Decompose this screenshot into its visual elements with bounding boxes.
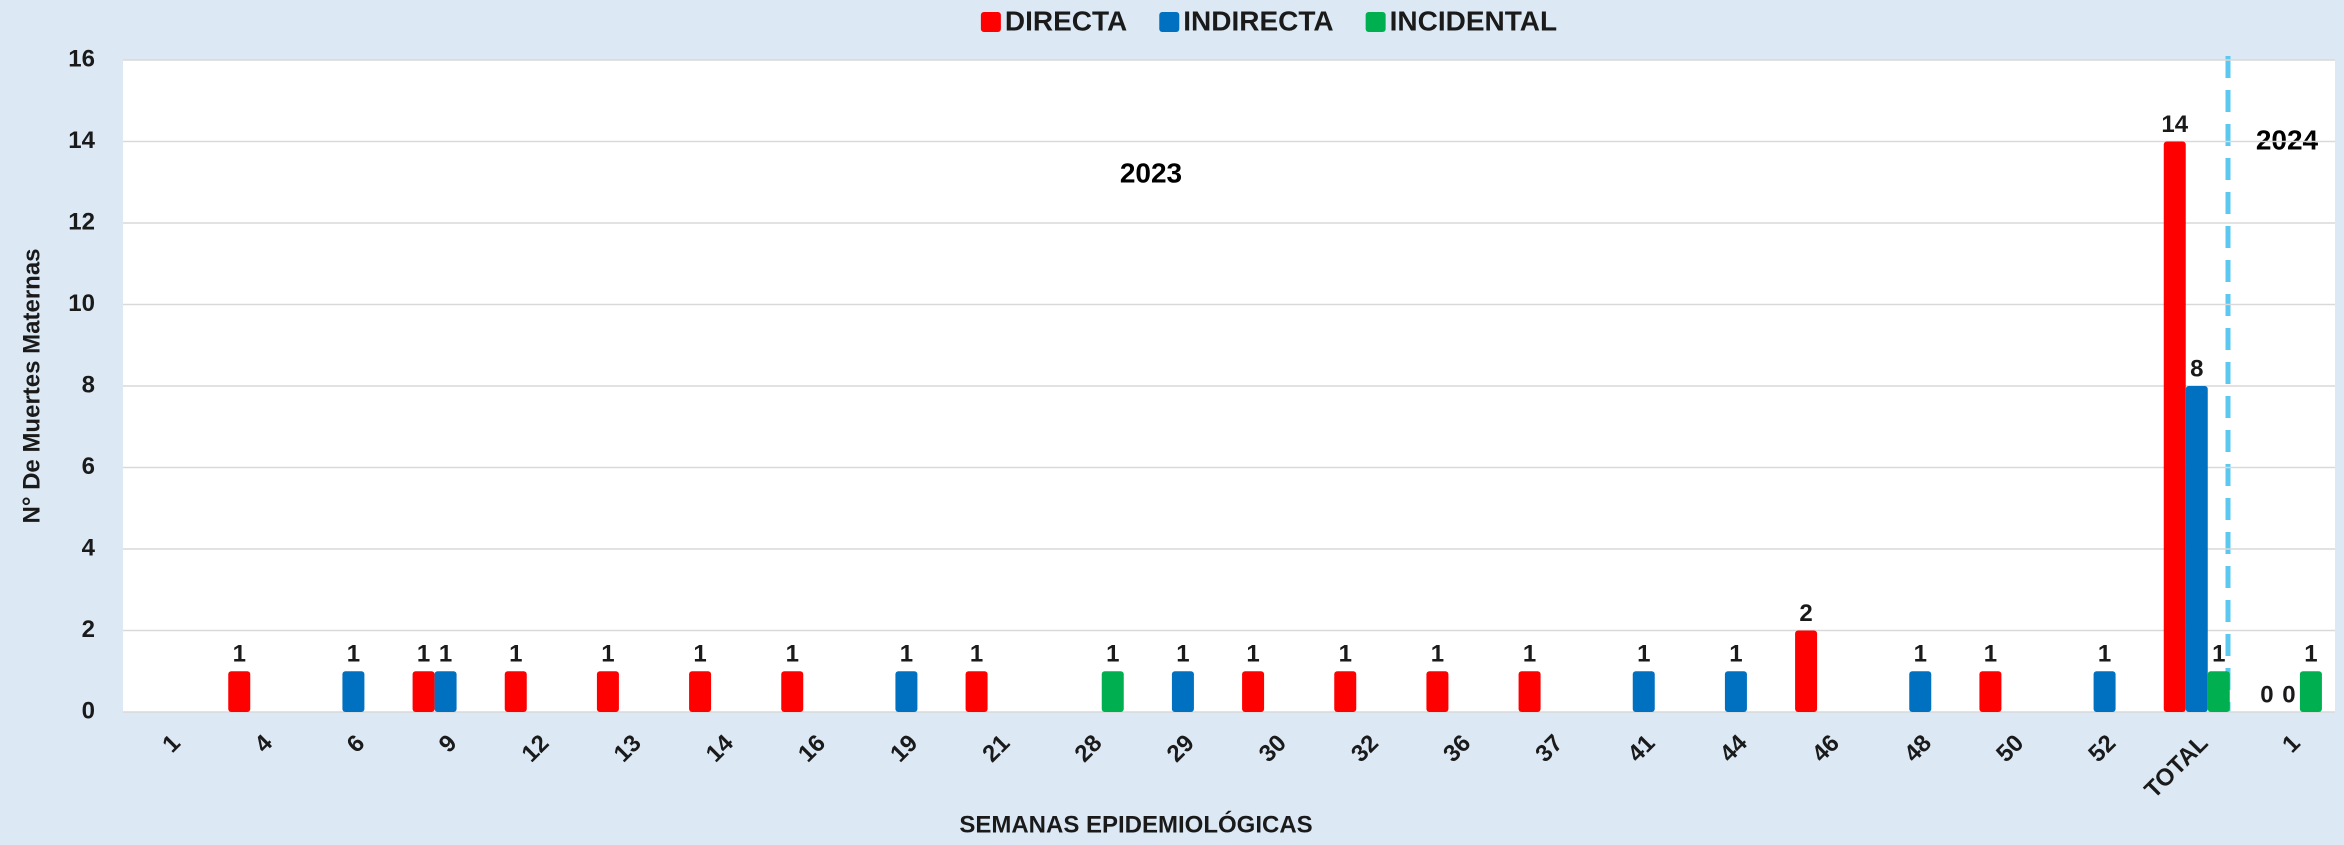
bar <box>1171 671 1194 712</box>
y-tick-label: 0 <box>82 697 95 724</box>
bar <box>895 671 918 712</box>
bar <box>1334 671 1357 712</box>
data-label: 1 <box>1176 641 1189 668</box>
legend-swatch <box>1159 12 1180 32</box>
data-label: 1 <box>786 641 799 668</box>
x-tick-label: 14 <box>701 729 739 767</box>
data-label: 0 <box>2282 681 2295 708</box>
bar <box>596 671 619 712</box>
bar <box>2207 671 2230 712</box>
data-label: 1 <box>439 641 452 668</box>
bar <box>1101 671 1124 712</box>
data-label: 1 <box>1523 641 1536 668</box>
data-label: 1 <box>1246 641 1259 668</box>
legend-label: DIRECTA <box>1005 5 1127 36</box>
legend-swatch <box>1365 12 1386 32</box>
data-label: 1 <box>1339 641 1352 668</box>
x-tick-label: 28 <box>1070 730 1108 768</box>
data-label: 2 <box>1799 600 1812 627</box>
x-tick-label: 9 <box>434 730 463 759</box>
data-label: 1 <box>970 641 983 668</box>
y-tick-label: 10 <box>68 290 95 317</box>
bar <box>434 671 457 712</box>
x-tick-label: 1 <box>2277 730 2306 759</box>
x-tick-label: 52 <box>2083 730 2121 768</box>
data-label: 1 <box>693 641 706 668</box>
data-label: 1 <box>509 641 522 668</box>
data-label: 1 <box>2098 641 2111 668</box>
data-label: 1 <box>1431 641 1444 668</box>
data-label: 1 <box>1106 641 1119 668</box>
data-label: 1 <box>1729 641 1742 668</box>
x-tick-label: 6 <box>342 730 371 759</box>
x-axis-label: SEMANAS EPIDEMIOLÓGICAS <box>959 810 1312 838</box>
y-tick-label: 2 <box>82 616 95 643</box>
bar <box>781 671 804 712</box>
y-tick-label: 4 <box>82 534 96 561</box>
bar <box>2185 386 2208 712</box>
y-tick-label: 14 <box>68 127 95 154</box>
data-label: 1 <box>233 641 246 668</box>
legend-label: INCIDENTAL <box>1390 5 1557 36</box>
bar <box>965 671 988 712</box>
bar <box>342 671 365 712</box>
y-tick-label: 12 <box>68 208 95 235</box>
x-tick-label: 1 <box>157 730 186 759</box>
x-tick-label: 32 <box>1346 730 1384 768</box>
x-tick-label: 36 <box>1438 730 1476 768</box>
x-tick-label: 21 <box>977 730 1015 768</box>
x-tick-label: 30 <box>1254 730 1292 768</box>
x-tick-label: TOTAL <box>2139 730 2213 804</box>
data-label: 1 <box>417 641 430 668</box>
bar <box>1795 630 1818 712</box>
bar <box>2299 671 2322 712</box>
data-label: 1 <box>2212 641 2225 668</box>
annotation: 2024 <box>2256 124 2319 155</box>
data-label: 1 <box>900 641 913 668</box>
data-label: 1 <box>1637 641 1650 668</box>
legend-label: INDIRECTA <box>1183 5 1333 36</box>
bar <box>1518 671 1541 712</box>
x-tick-label: 48 <box>1899 730 1937 768</box>
y-tick-label: 6 <box>82 453 95 480</box>
y-axis-label: N° De Muertes Maternas <box>18 248 45 523</box>
data-label: 1 <box>601 641 614 668</box>
bar <box>2093 671 2116 712</box>
x-tick-label: 29 <box>1162 730 1200 768</box>
data-label: 1 <box>347 641 360 668</box>
x-tick-label: 4 <box>249 729 278 758</box>
data-label: 1 <box>2304 641 2317 668</box>
bar <box>1979 671 2002 712</box>
bar <box>1632 671 1655 712</box>
data-label: 0 <box>2260 681 2273 708</box>
bar <box>1909 671 1932 712</box>
bar <box>412 671 435 712</box>
bar <box>2163 141 2186 712</box>
y-tick-label: 8 <box>82 371 95 398</box>
data-label: 1 <box>1984 641 1997 668</box>
bar <box>504 671 527 712</box>
x-tick-label: 19 <box>885 730 923 768</box>
data-label: 8 <box>2190 355 2203 382</box>
bar <box>1724 671 1747 712</box>
annotation: 2023 <box>1120 157 1182 188</box>
x-tick-label: 46 <box>1807 730 1845 768</box>
legend-swatch <box>980 12 1001 32</box>
data-label: 1 <box>1914 641 1927 668</box>
x-tick-label: 50 <box>1991 730 2029 768</box>
x-tick-label: 37 <box>1530 730 1568 768</box>
x-tick-label: 41 <box>1623 730 1661 768</box>
x-tick-label: 16 <box>793 730 831 768</box>
x-tick-label: 13 <box>609 730 647 768</box>
bar <box>228 671 251 712</box>
data-label: 14 <box>2161 111 2188 138</box>
bar <box>1426 671 1449 712</box>
bar <box>689 671 712 712</box>
x-tick-label: 44 <box>1715 729 1753 767</box>
bar <box>1242 671 1265 712</box>
x-tick-label: 12 <box>517 730 555 768</box>
y-tick-label: 16 <box>68 45 95 72</box>
